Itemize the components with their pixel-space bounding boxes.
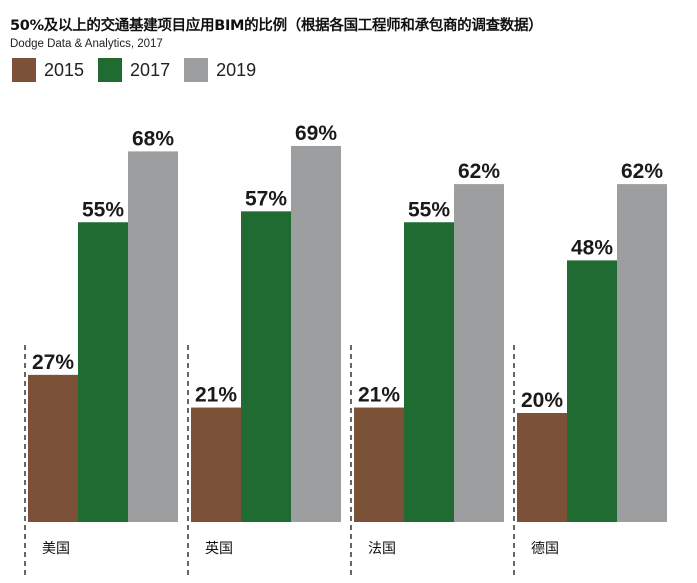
bar-2015: [28, 374, 78, 522]
bar-value-label: 55%: [82, 198, 124, 221]
legend-label-2017: 2017: [130, 59, 171, 80]
category-label: 美国: [42, 541, 70, 557]
chart-title: 50%及以上的交通基建项目应用BIM的比例（根据各国工程师和承包商的调查数据）: [10, 18, 543, 34]
bar-2017: [78, 222, 128, 522]
legend-item-2017: 2017: [98, 58, 170, 82]
bar-2019: [617, 184, 667, 522]
bar-value-label: 48%: [571, 236, 613, 259]
legend-label-2015: 2015: [44, 59, 85, 80]
legend-item-2019: 2019: [184, 58, 256, 82]
bar-2015: [354, 407, 404, 522]
bar-value-label: 68%: [132, 127, 174, 150]
legend-item-2015: 2015: [12, 58, 84, 82]
bar-value-label: 55%: [408, 198, 450, 221]
bar-2019: [291, 145, 341, 522]
legend-swatch-2019: [184, 58, 209, 82]
bar-value-label: 21%: [358, 384, 400, 407]
bar-2017: [567, 260, 617, 522]
legend: 2015 2017 2019: [12, 58, 256, 82]
bar-2019: [128, 151, 178, 522]
bar-value-label: 57%: [245, 187, 287, 210]
bar-2015: [191, 407, 241, 522]
category-label: 法国: [368, 541, 396, 557]
bar-value-label: 69%: [295, 122, 337, 145]
category-label: 英国: [205, 540, 233, 557]
bar-2019: [454, 184, 504, 522]
bar-value-label: 20%: [521, 389, 563, 412]
bar-value-label: 21%: [195, 384, 237, 407]
bar-value-label: 27%: [32, 351, 74, 374]
chart-source: Dodge Data & Analytics, 2017: [10, 38, 163, 50]
bar-value-label: 62%: [458, 160, 500, 183]
legend-swatch-2015: [12, 58, 36, 82]
bar-value-label: 62%: [621, 160, 663, 183]
bar-2017: [404, 222, 454, 522]
bar-2015: [517, 413, 567, 522]
bar-2017: [241, 211, 291, 522]
legend-label-2019: 2019: [216, 59, 257, 80]
legend-swatch-2017: [98, 58, 123, 82]
category-label: 德国: [531, 541, 559, 557]
